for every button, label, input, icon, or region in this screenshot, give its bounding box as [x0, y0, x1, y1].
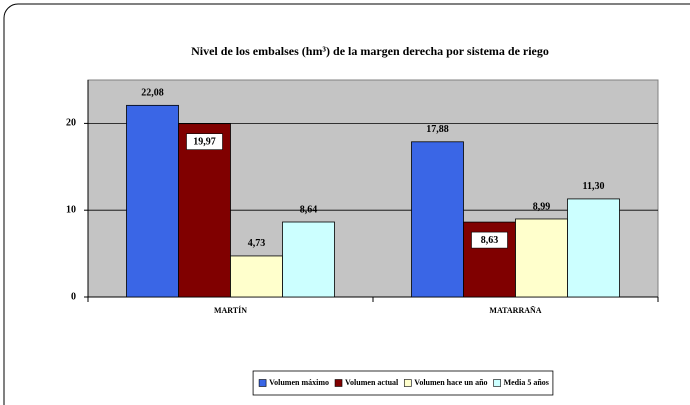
- legend-swatch: [493, 379, 501, 387]
- legend-label: Media 5 años: [504, 378, 549, 387]
- y-tick-label: 20: [66, 118, 76, 129]
- value-label-box: [186, 133, 223, 150]
- y-tick-label: 0: [71, 291, 76, 302]
- value-label: 11,30: [583, 181, 605, 192]
- legend-swatch: [258, 379, 267, 387]
- legend-swatch: [334, 379, 343, 387]
- x-tick-label: MATARRAÑA: [489, 306, 541, 315]
- legend-label: Volumen máximo: [269, 378, 329, 387]
- value-label: 8,63: [481, 235, 499, 246]
- value-label: 17,88: [426, 124, 449, 135]
- bar: [178, 123, 231, 298]
- legend: [252, 370, 554, 396]
- value-label: 22,08: [141, 88, 164, 99]
- value-label: 8,64: [300, 204, 318, 215]
- bar: [515, 218, 568, 298]
- value-label-box: [471, 231, 508, 249]
- bar: [126, 104, 179, 298]
- bar: [411, 141, 464, 298]
- bar: [282, 221, 335, 298]
- legend-label: Volumen hace un año: [414, 378, 487, 387]
- value-label: 19,97: [193, 136, 216, 147]
- y-tick-label: 10: [66, 204, 76, 215]
- value-label: 8,99: [533, 201, 551, 212]
- legend-swatch: [403, 379, 412, 387]
- bar: [230, 255, 283, 298]
- legend-label: Volumen actual: [345, 378, 399, 387]
- chart-title: Nivel de los embalses (hm³) de la margen…: [191, 44, 549, 58]
- x-tick-label: MARTÍN: [214, 305, 247, 315]
- bar: [567, 198, 620, 298]
- value-label: 4,73: [248, 238, 266, 249]
